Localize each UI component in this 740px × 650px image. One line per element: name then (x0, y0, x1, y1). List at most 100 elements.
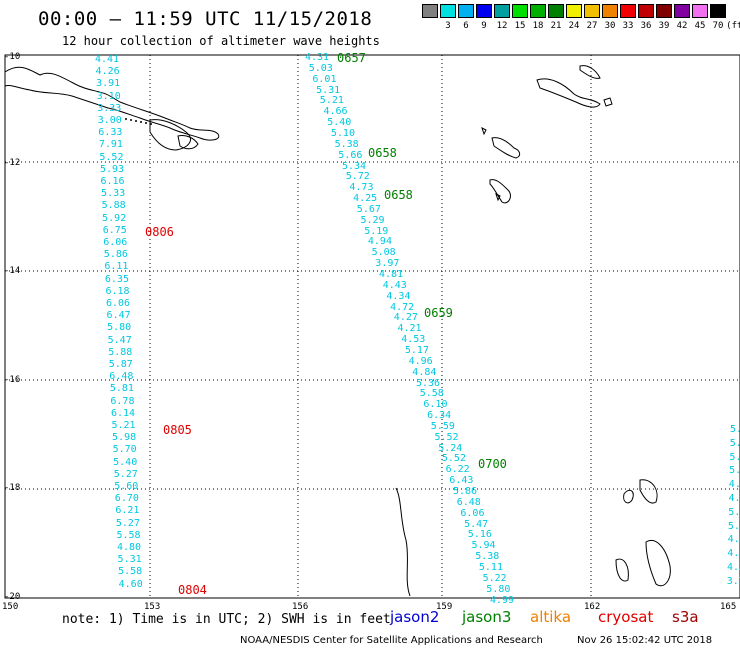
wave-height-value: 5.52 (434, 431, 459, 443)
rennell-island (491, 137, 521, 159)
reef-line-1 (395, 487, 411, 597)
wave-height-value: 5.38 (334, 138, 359, 150)
lat-tick-label: -16 (4, 375, 21, 385)
wave-height-value: 5.58 (419, 388, 444, 400)
wave-height-value: 5.58 (118, 566, 143, 578)
wave-height-value: 5.31 (117, 554, 142, 566)
scale-swatch (512, 4, 528, 18)
wave-height-value: 5.10 (330, 127, 355, 139)
wave-height-value: 4.41 (95, 54, 120, 65)
dotted-boundary (125, 118, 152, 125)
lon-tick-label: 150 (2, 602, 19, 612)
wave-height-value: 5.1 (730, 424, 740, 435)
scale-label: 6 (463, 21, 469, 31)
wave-height-value: 4.96 (408, 355, 433, 367)
scale-label: 36 (640, 21, 652, 31)
pass-time-stamp: 0806 (145, 225, 174, 239)
scale-unit: (ft) (726, 21, 740, 31)
scale-swatch (440, 4, 456, 18)
wave-height-value: 4.66 (323, 106, 348, 118)
wave-height-value: 6.11 (104, 261, 129, 273)
wave-height-value: 6.22 (445, 464, 470, 476)
wave-height-value: 6.01 (312, 73, 337, 85)
wave-height-value: 6.33 (98, 127, 123, 139)
lon-tick-label: 153 (144, 602, 161, 612)
scale-label: 3 (445, 21, 451, 31)
island-southeast-tip (149, 119, 191, 151)
wave-height-value: 5.60 (114, 481, 139, 492)
scale-swatch (476, 4, 492, 18)
wave-height-value: 5.1 (729, 437, 740, 449)
wave-height-value: 5.19 (364, 225, 389, 237)
scale-label: 24 (568, 21, 580, 31)
wave-height-value: 6.43 (449, 475, 474, 487)
wave-height-value: 5.17 (404, 344, 429, 356)
wave-height-value: 5.33 (101, 188, 126, 200)
scale-label: 15 (514, 21, 526, 31)
map-frame (4, 54, 740, 599)
reef-islet (495, 193, 501, 202)
wave-height-value: 4.31 (305, 52, 330, 63)
wave-height-value: 4.26 (95, 66, 120, 78)
wave-height-value: 5.66 (338, 149, 363, 161)
wave-height-value: 4.80 (117, 542, 142, 553)
wave-height-value: 6.10 (423, 399, 448, 411)
scale-swatch (494, 4, 510, 18)
credit-text: NOAA/NESDIS Center for Satellite Applica… (240, 635, 543, 646)
wave-height-value: 6.18 (105, 285, 130, 297)
scale-swatch (602, 4, 618, 18)
wave-height-value: 3.10 (96, 90, 121, 102)
lon-tick-label: 156 (292, 602, 309, 612)
wave-height-value: 5.70 (112, 444, 137, 456)
map-subtitle: 12 hour collection of altimeter wave hei… (62, 34, 380, 48)
pass-time-stamp: 0659 (424, 306, 453, 320)
scale-label: 21 (550, 21, 562, 31)
wave-height-value: 5.7 (729, 451, 740, 463)
scale-label: 12 (496, 21, 508, 31)
wave-height-value: 5.58 (116, 529, 141, 541)
lat-tick-label: -20 (4, 592, 21, 602)
lon-tick-label: 162 (584, 602, 601, 612)
scale-label: 33 (622, 21, 634, 31)
new-caledonia-islet-2 (615, 558, 629, 582)
wave-height-value: 5.31 (316, 84, 341, 96)
pass-time-stamp: 0805 (163, 423, 192, 437)
wave-height-value: 5.52 (441, 453, 466, 465)
coastlines (4, 65, 671, 597)
scale-swatch (458, 4, 474, 18)
scale-label: 70 (712, 21, 724, 31)
reef-island (489, 179, 511, 204)
wave-height-value: 3.78 (726, 575, 740, 587)
wave-height-value: 4.34 (386, 290, 411, 302)
wave-height-value: 6.06 (460, 507, 485, 519)
solomon-island-2 (579, 65, 601, 79)
wave-height-value: 6.75 (102, 224, 127, 236)
lat-tick-label: -10 (4, 52, 21, 62)
wave-height-value: 5.35 (728, 506, 740, 518)
wave-height-value: 5.93 (99, 163, 125, 175)
wave-height-value: 5.59 (430, 420, 455, 432)
wave-height-value: 4.21 (397, 323, 422, 335)
scale-swatch (710, 4, 726, 18)
scale-label: 18 (532, 21, 544, 31)
note-text: note: 1) Time is in UTC; 2) SWH is in fe… (62, 612, 391, 627)
satellite-legend-item: jason2 (390, 608, 440, 626)
wave-height-value: 4.88 (728, 479, 740, 491)
satellite-legend-item: cryosat (598, 608, 654, 626)
wave-height-value: 7.91 (98, 139, 123, 151)
wave-height-value: 4.84 (412, 366, 437, 378)
pass-time-stamp: 0658 (368, 146, 397, 160)
lat-lon-grid (5, 55, 740, 598)
wave-height-value: 4.72 (390, 301, 415, 313)
wave-height-value: 5.16 (467, 529, 492, 541)
wave-height-value: 4.32 (727, 562, 740, 573)
scale-swatch (620, 4, 636, 18)
scale-swatch (548, 4, 564, 18)
wave-height-value: 4.79 (727, 534, 740, 546)
chesterfield-islet-2 (639, 479, 658, 504)
wave-height-value: 5.81 (109, 383, 134, 395)
satellite-legend-item: altika (530, 608, 572, 626)
wave-height-value: 4.43 (382, 279, 407, 291)
wave-height-value: 5.40 (113, 456, 138, 468)
wave-height-value: 5.29 (360, 214, 385, 226)
